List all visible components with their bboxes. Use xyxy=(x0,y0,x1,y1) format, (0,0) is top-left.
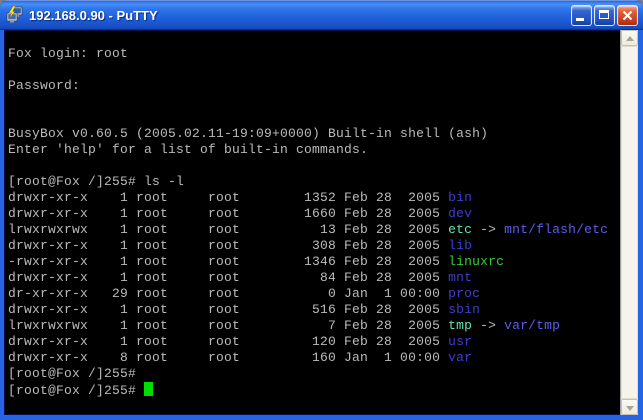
terminal-text-segment: bin xyxy=(448,190,473,205)
terminal-text-segment: drwxr-xr-x 8 root root 160 Jan 1 00:00 xyxy=(8,350,449,365)
scroll-down-button[interactable] xyxy=(621,399,638,415)
terminal-text-segment: proc xyxy=(448,286,481,301)
terminal-line: -rwxr-xr-x 1 root root 1346 Feb 28 2005 … xyxy=(8,254,620,270)
chevron-up-icon xyxy=(626,36,634,41)
terminal-line: lrwxrwxrwx 1 root root 7 Feb 28 2005 tmp… xyxy=(8,318,620,334)
window-title: 192.168.0.90 - PuTTY xyxy=(29,7,158,23)
terminal-line: drwxr-xr-x 1 root root 120 Feb 28 2005 u… xyxy=(8,334,620,350)
terminal-text-segment: -> xyxy=(472,222,505,237)
minimize-button[interactable] xyxy=(571,4,592,26)
terminal-line xyxy=(8,110,620,126)
terminal-text-segment: drwxr-xr-x 1 root root 1352 Feb 28 2005 xyxy=(8,190,449,205)
terminal-line: lrwxrwxrwx 1 root root 13 Feb 28 2005 et… xyxy=(8,222,620,238)
terminal-text-segment: mnt/flash/etc xyxy=(504,222,609,237)
terminal-line xyxy=(8,158,620,174)
terminal-text-segment: Password: xyxy=(8,78,81,93)
terminal-text-segment: [root@Fox /]255# xyxy=(8,383,145,398)
terminal-text-segment: lib xyxy=(448,238,473,253)
terminal-text-segment: drwxr-xr-x 1 root root 1660 Feb 28 2005 xyxy=(8,206,449,221)
maximize-icon xyxy=(599,9,609,19)
terminal-text-segment: BusyBox v0.60.5 (2005.02.11-19:09+0000) … xyxy=(8,126,489,141)
close-button[interactable] xyxy=(617,4,638,26)
scrollbar-track[interactable] xyxy=(621,46,638,399)
terminal-text-segment: var xyxy=(448,350,473,365)
scroll-up-button[interactable] xyxy=(621,30,638,46)
terminal-screen[interactable]: Fox login: root Password: BusyBox v0.60.5 … xyxy=(4,30,620,415)
terminal-line: drwxr-xr-x 1 root root 1352 Feb 28 2005 … xyxy=(8,190,620,206)
terminal-text-segment: -rwxr-xr-x 1 root root 1346 Feb 28 2005 xyxy=(8,254,449,269)
scrollbar-thumb[interactable] xyxy=(621,46,638,399)
terminal-text-segment: sbin xyxy=(448,302,481,317)
scrollbar xyxy=(620,30,638,415)
terminal-text-segment: dev xyxy=(448,206,473,221)
terminal-text-segment: var/tmp xyxy=(504,318,561,333)
terminal-line: dr-xr-xr-x 29 root root 0 Jan 1 00:00 pr… xyxy=(8,286,620,302)
terminal-line: BusyBox v0.60.5 (2005.02.11-19:09+0000) … xyxy=(8,126,620,142)
terminal-text-segment: etc xyxy=(448,222,473,237)
titlebar[interactable]: 192.168.0.90 - PuTTY xyxy=(0,0,643,30)
terminal-line: Password: xyxy=(8,78,620,94)
terminal-line: Enter 'help' for a list of built-in comm… xyxy=(8,142,620,158)
terminal-text-segment: -> xyxy=(472,318,505,333)
terminal-line: drwxr-xr-x 1 root root 308 Feb 28 2005 l… xyxy=(8,238,620,254)
window-controls xyxy=(571,4,638,26)
minimize-icon xyxy=(576,17,584,21)
terminal-line: [root@Fox /]255# ls -l xyxy=(8,174,620,190)
terminal-text-segment: usr xyxy=(448,334,473,349)
terminal-text-segment: Fox login: root xyxy=(8,46,129,61)
terminal-text-segment: tmp xyxy=(448,318,473,333)
terminal-line: drwxr-xr-x 1 root root 84 Feb 28 2005 mn… xyxy=(8,270,620,286)
terminal-text-segment: linuxrc xyxy=(448,254,505,269)
putty-terminal-icon[interactable] xyxy=(6,6,24,24)
terminal-text-segment: drwxr-xr-x 1 root root 84 Feb 28 2005 xyxy=(8,270,449,285)
chevron-down-icon xyxy=(626,406,634,411)
terminal-text-segment: [root@Fox /]255# xyxy=(8,366,137,381)
terminal-text-segment: lrwxrwxrwx 1 root root 7 Feb 28 2005 xyxy=(8,318,449,333)
window-body: Fox login: root Password: BusyBox v0.60.5 … xyxy=(0,30,643,420)
terminal-line: [root@Fox /]255# xyxy=(8,366,620,382)
terminal-text-segment: drwxr-xr-x 1 root root 120 Feb 28 2005 xyxy=(8,334,449,349)
close-icon xyxy=(622,10,633,20)
terminal-text-segment: lrwxrwxrwx 1 root root 13 Feb 28 2005 xyxy=(8,222,449,237)
terminal-line: drwxr-xr-x 1 root root 1660 Feb 28 2005 … xyxy=(8,206,620,222)
terminal-line: Fox login: root xyxy=(8,46,620,62)
terminal-cursor xyxy=(144,382,154,396)
terminal-text-segment: Enter 'help' for a list of built-in comm… xyxy=(8,142,369,157)
terminal-line xyxy=(8,94,620,110)
maximize-button[interactable] xyxy=(594,4,615,26)
terminal-text-segment: drwxr-xr-x 1 root root 308 Feb 28 2005 xyxy=(8,238,449,253)
terminal-line: drwxr-xr-x 1 root root 516 Feb 28 2005 s… xyxy=(8,302,620,318)
terminal-text-segment: dr-xr-xr-x 29 root root 0 Jan 1 00:00 xyxy=(8,286,449,301)
terminal-text-segment: drwxr-xr-x 1 root root 516 Feb 28 2005 xyxy=(8,302,449,317)
terminal-text-segment: [root@Fox /]255# ls -l xyxy=(8,174,185,189)
terminal-line xyxy=(8,62,620,78)
terminal-line: drwxr-xr-x 8 root root 160 Jan 1 00:00 v… xyxy=(8,350,620,366)
terminal-line: [root@Fox /]255# xyxy=(8,382,620,398)
terminal-text-segment: mnt xyxy=(448,270,473,285)
